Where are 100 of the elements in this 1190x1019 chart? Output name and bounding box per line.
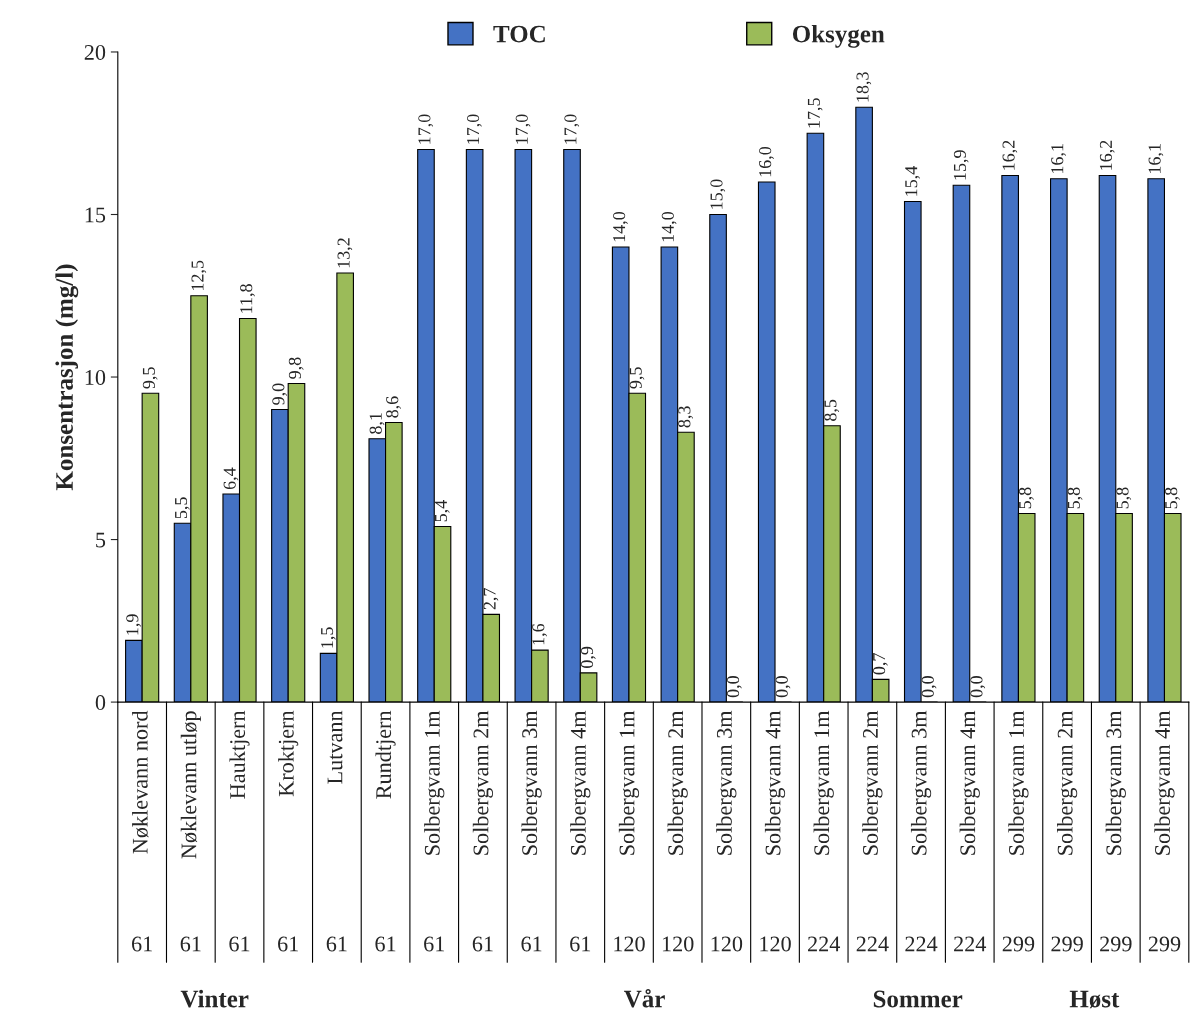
data-label: 14,0 [613, 211, 628, 242]
data-label: 16,2 [1002, 140, 1018, 170]
text: Vinter [180, 989, 249, 1008]
x-tick-label: Solbergvann 1m [813, 710, 834, 855]
data-label: 5,8 [1116, 487, 1132, 509]
x-tick-label: Solbergvann 1m [1008, 710, 1029, 855]
text: 120 [614, 936, 645, 952]
data-label: 16,2 [1099, 140, 1115, 170]
data-label: 0,0 [921, 676, 937, 698]
data-label: 18,3 [856, 72, 872, 102]
x-tick-label: Solbergvann 3m [521, 710, 542, 855]
x-tick-label: Solbergvann 4m [1154, 710, 1175, 855]
text: 61 [278, 936, 298, 952]
text: 61 [180, 936, 201, 952]
x-tick-label: Lutvann [327, 710, 343, 784]
data-label: 9,5 [142, 367, 158, 389]
x-tick-label: Solbergvann 3m [910, 710, 932, 855]
text: 299 [1002, 936, 1035, 952]
data-label: 11,8 [240, 284, 255, 313]
data-label: 16,0 [759, 146, 774, 177]
x-tick-label: Solbergvann 2m [862, 710, 883, 855]
text: 299 [1100, 936, 1132, 952]
x-tick-label: Kroktjern [278, 710, 299, 797]
x-tick-label: Solbergvann 1m [618, 710, 640, 855]
data-label: 1,5 [321, 627, 336, 648]
legend-label: Oksygen [792, 24, 885, 48]
text: 61 [521, 936, 542, 952]
data-label: 15,0 [710, 179, 726, 209]
text: Sommer [873, 990, 963, 1008]
text: 61 [229, 936, 250, 952]
data-label: 8,3 [678, 406, 694, 428]
data-label: 9,5 [629, 367, 645, 389]
data-label: 17,0 [515, 114, 531, 144]
y-tick-label: 20 [84, 44, 106, 60]
data-label: 5,5 [175, 497, 190, 519]
text: 299 [1051, 936, 1083, 952]
x-tick-label: Solbergvann 4m [764, 710, 786, 855]
text: Vår [624, 989, 665, 1008]
text: 224 [954, 936, 987, 952]
data-label: 5,4 [434, 500, 450, 522]
data-label: 9,8 [288, 357, 304, 379]
y-axis-title: Konsentrasjon (mg/l) [55, 264, 79, 491]
data-label: 17,5 [807, 98, 823, 128]
x-tick-label: Nøklevann utløp [180, 711, 201, 859]
text: Høst [1069, 990, 1120, 1009]
data-label: 15,4 [905, 166, 920, 196]
text: 61 [570, 936, 591, 952]
x-tick-label: Hauktjern [229, 710, 250, 799]
data-label: 0,0 [775, 676, 791, 698]
y-tick-label: 5 [96, 532, 106, 548]
text: 61 [326, 936, 347, 952]
legend-label: TOC [493, 25, 545, 43]
data-label: 5,8 [1165, 487, 1180, 509]
data-label: 17,0 [564, 114, 580, 144]
text: 224 [905, 936, 938, 952]
text: 61 [424, 936, 445, 952]
data-label: 17,0 [418, 114, 434, 144]
text: 120 [711, 936, 743, 952]
data-label: 1,6 [532, 623, 547, 645]
data-label: 0,7 [872, 653, 888, 675]
data-label: 13,2 [337, 238, 353, 268]
data-label: 17,0 [466, 114, 482, 144]
data-label: 8,1 [369, 413, 385, 434]
text: 120 [662, 936, 694, 952]
data-label: 8,5 [824, 399, 840, 421]
y-tick-label: 0 [95, 695, 106, 711]
text: 61 [375, 936, 396, 952]
x-tick-label: Solbergvann 4m [959, 710, 980, 855]
data-label: 16,1 [1148, 144, 1164, 173]
data-label: 16,1 [1051, 144, 1066, 173]
data-label: 15,9 [953, 150, 969, 180]
y-tick-label: 10 [85, 369, 106, 385]
data-label: 12,5 [191, 260, 207, 291]
x-tick-label: Nøklevann nord [132, 710, 149, 854]
x-tick-label: Solbergvann 2m [472, 710, 494, 855]
data-label: 1,9 [126, 614, 141, 635]
x-tick-label: Solbergvann 1m [424, 710, 445, 855]
data-label: 8,6 [386, 396, 401, 418]
x-tick-label: Rundtjern [375, 710, 396, 799]
data-label: 6,4 [223, 467, 239, 490]
x-tick-label: Solbergvann 2m [667, 710, 688, 855]
data-label: 0,0 [726, 676, 742, 698]
x-tick-label: Solbergvann 3m [1105, 710, 1126, 855]
x-tick-label: Solbergvann 4m [570, 710, 591, 855]
text: 61 [131, 936, 152, 952]
x-tick-label: Solbergvann 2m [1057, 710, 1078, 855]
text: 224 [856, 936, 889, 952]
data-label: 9,0 [272, 383, 288, 405]
data-label: 2,7 [483, 588, 499, 610]
y-tick-label: 15 [85, 207, 106, 223]
text: 299 [1148, 936, 1181, 952]
data-label: 14,0 [661, 211, 677, 242]
data-label: 5,8 [1019, 487, 1034, 509]
text: 224 [808, 936, 841, 952]
text: 120 [760, 936, 791, 952]
data-label: 0,9 [580, 646, 596, 668]
text: 61 [472, 936, 493, 952]
x-tick-label: Solbergvann 3m [716, 710, 737, 855]
data-label: 0,0 [970, 676, 986, 698]
data-label: 5,8 [1067, 487, 1083, 509]
